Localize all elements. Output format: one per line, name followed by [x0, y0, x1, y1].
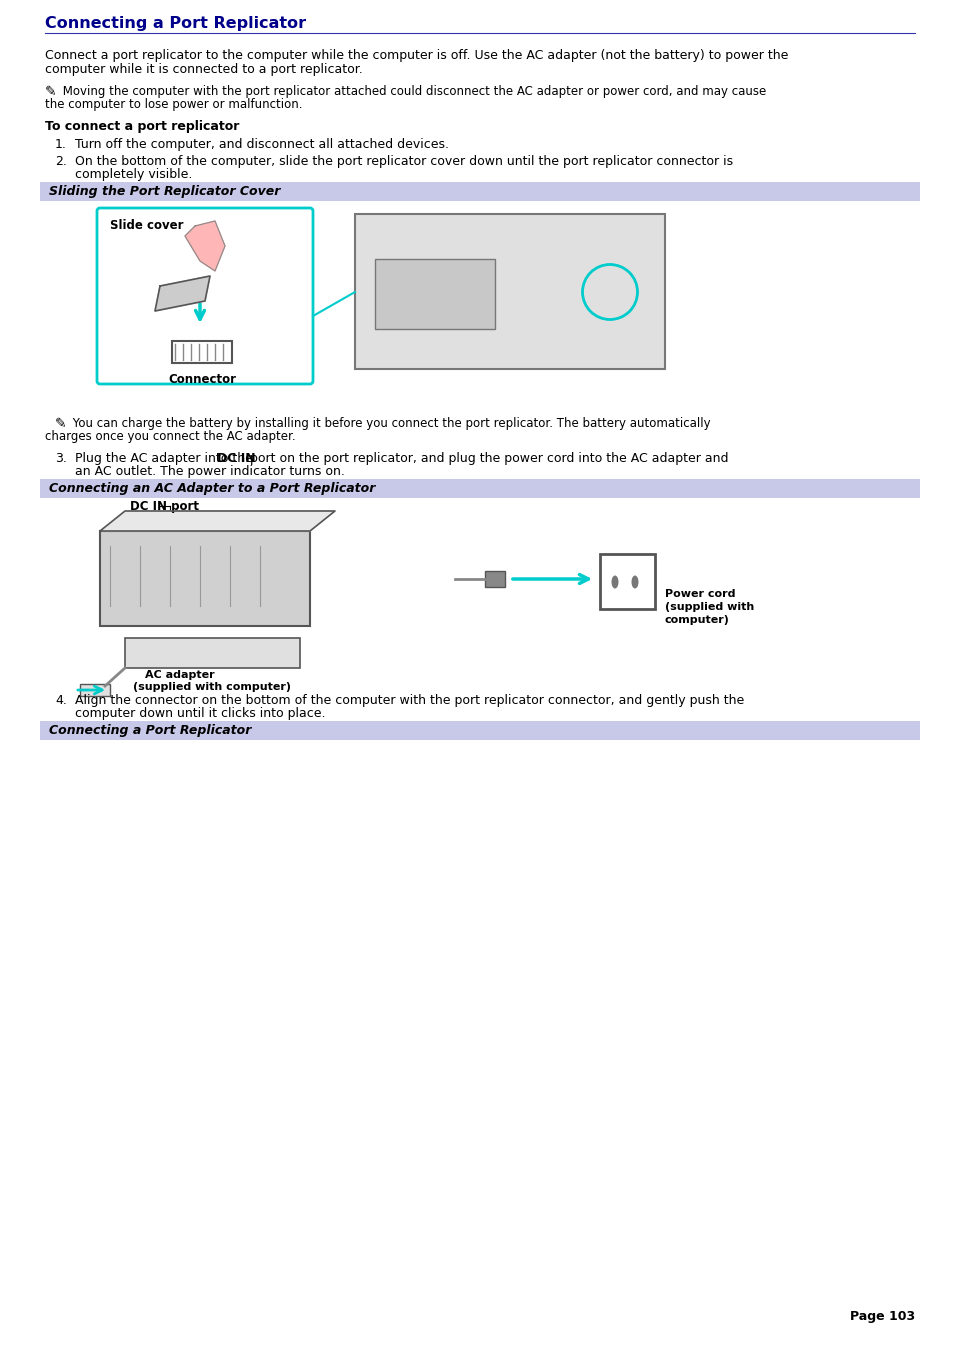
Text: computer while it is connected to a port replicator.: computer while it is connected to a port… — [45, 63, 362, 76]
Bar — [125, 638, 299, 667]
Text: 4.: 4. — [55, 694, 67, 707]
Polygon shape — [100, 511, 335, 531]
FancyBboxPatch shape — [97, 208, 313, 384]
Text: port on the port replicator, and plug the power cord into the AC adapter and: port on the port replicator, and plug th… — [245, 453, 727, 465]
Text: Connecting a Port Replicator: Connecting a Port Replicator — [45, 16, 306, 31]
Bar — [80, 684, 110, 696]
Text: completely visible.: completely visible. — [75, 168, 193, 181]
Text: (supplied with computer): (supplied with computer) — [132, 682, 291, 692]
Bar — [40, 480, 919, 499]
Text: an AC outlet. The power indicator turns on.: an AC outlet. The power indicator turns … — [75, 465, 345, 478]
Text: Connector: Connector — [168, 373, 235, 386]
Polygon shape — [185, 222, 225, 272]
Ellipse shape — [611, 576, 618, 589]
Text: Align the connector on the bottom of the computer with the port replicator conne: Align the connector on the bottom of the… — [75, 694, 743, 707]
Bar — [599, 554, 655, 609]
Text: Connect a port replicator to the computer while the computer is off. Use the AC : Connect a port replicator to the compute… — [45, 49, 787, 62]
Text: computer): computer) — [664, 615, 729, 626]
Text: 2.: 2. — [55, 155, 67, 168]
Bar — [484, 571, 504, 586]
Text: 3.: 3. — [55, 453, 67, 465]
Text: Turn off the computer, and disconnect all attached devices.: Turn off the computer, and disconnect al… — [75, 138, 449, 151]
FancyBboxPatch shape — [355, 213, 664, 369]
Text: ✎: ✎ — [55, 417, 67, 431]
Text: Page 103: Page 103 — [849, 1310, 914, 1323]
Text: the computer to lose power or malfunction.: the computer to lose power or malfunctio… — [45, 99, 302, 111]
Text: (supplied with: (supplied with — [664, 603, 754, 612]
Text: Slide cover: Slide cover — [110, 219, 183, 232]
Text: Connecting an AC Adapter to a Port Replicator: Connecting an AC Adapter to a Port Repli… — [49, 482, 375, 494]
Bar — [172, 340, 232, 363]
Text: 1.: 1. — [55, 138, 67, 151]
Text: DC IN: DC IN — [216, 453, 254, 465]
Text: ✎: ✎ — [45, 85, 56, 99]
Bar — [40, 182, 919, 201]
Bar — [40, 721, 919, 740]
Text: On the bottom of the computer, slide the port replicator cover down until the po: On the bottom of the computer, slide the… — [75, 155, 732, 168]
Text: charges once you connect the AC adapter.: charges once you connect the AC adapter. — [45, 430, 295, 443]
Text: Plug the AC adapter into the: Plug the AC adapter into the — [75, 453, 256, 465]
Text: Connecting a Port Replicator: Connecting a Port Replicator — [49, 724, 251, 738]
Bar — [45, 501, 914, 676]
Text: Sliding the Port Replicator Cover: Sliding the Port Replicator Cover — [49, 185, 280, 199]
Bar — [45, 204, 914, 399]
Text: AC adapter: AC adapter — [145, 670, 214, 680]
Text: To connect a port replicator: To connect a port replicator — [45, 120, 239, 132]
Text: DC IN port: DC IN port — [130, 500, 199, 513]
Bar — [375, 259, 495, 330]
Text: You can charge the battery by installing it before you connect the port replicat: You can charge the battery by installing… — [69, 417, 710, 430]
Text: computer down until it clicks into place.: computer down until it clicks into place… — [75, 707, 325, 720]
Ellipse shape — [631, 576, 638, 589]
Polygon shape — [154, 276, 210, 311]
FancyBboxPatch shape — [100, 531, 310, 626]
Text: Power cord: Power cord — [664, 589, 735, 598]
Text: Moving the computer with the port replicator attached could disconnect the AC ad: Moving the computer with the port replic… — [59, 85, 765, 99]
